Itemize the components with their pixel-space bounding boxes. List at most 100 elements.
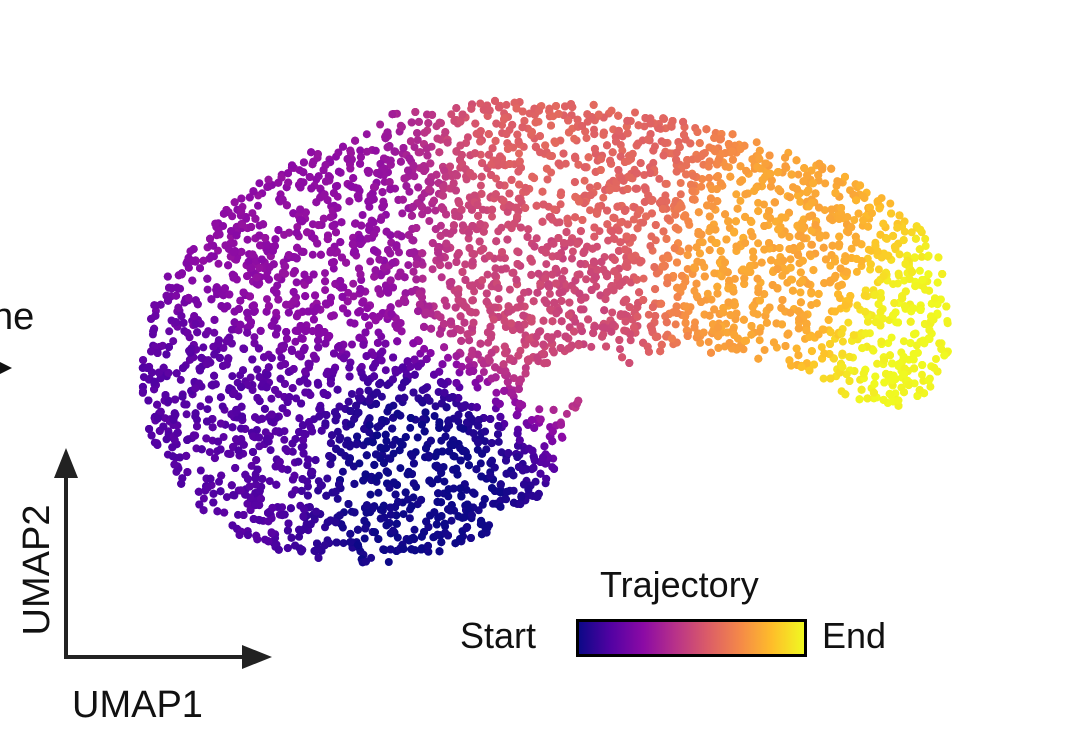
cell-point (371, 146, 380, 155)
cell-point (281, 262, 290, 271)
cell-point (203, 285, 212, 294)
cell-point (899, 337, 908, 346)
cell-point (196, 466, 205, 475)
cell-point (532, 234, 541, 243)
cell-point (568, 254, 576, 263)
cell-point (582, 275, 591, 284)
cell-point (355, 459, 364, 468)
cell-point (736, 196, 745, 205)
cell-point (444, 353, 452, 362)
cell-point (542, 260, 551, 269)
cell-point (548, 346, 557, 355)
cell-point (404, 261, 413, 270)
cell-point (698, 238, 707, 247)
cell-point (844, 318, 853, 327)
cell-point (873, 359, 882, 368)
cell-point (205, 448, 214, 457)
cell-point (265, 477, 274, 486)
cell-point (447, 110, 456, 119)
cell-point (850, 216, 859, 224)
cell-point (267, 394, 276, 403)
cell-point (515, 149, 523, 158)
cell-point (808, 240, 816, 249)
cell-point (921, 234, 930, 243)
cell-point (626, 336, 635, 345)
cell-point (420, 344, 429, 353)
cell-point (907, 228, 916, 237)
cell-point (406, 423, 415, 432)
cell-point (683, 265, 692, 273)
cell-point (760, 346, 769, 354)
cell-point (586, 206, 594, 215)
cell-point (926, 382, 935, 391)
cell-point (582, 134, 591, 143)
cell-point (418, 210, 427, 219)
cell-point (454, 417, 463, 426)
cell-point (433, 475, 442, 484)
cell-point (481, 427, 490, 436)
cell-point (886, 199, 895, 208)
cell-point (560, 266, 569, 275)
cell-point (794, 170, 803, 179)
cell-point (398, 209, 407, 218)
cell-point (471, 378, 480, 387)
cell-point (847, 244, 856, 253)
cell-point (676, 190, 685, 199)
cell-point (707, 295, 716, 304)
cell-point (853, 301, 862, 310)
cell-point (248, 386, 257, 394)
cell-point (277, 353, 286, 362)
cell-point (219, 433, 228, 441)
cell-point (334, 148, 343, 157)
cell-point (697, 182, 706, 191)
cell-point (214, 246, 222, 255)
cell-point (457, 362, 466, 371)
cell-point (704, 338, 713, 346)
cell-point (356, 146, 365, 155)
cell-point (323, 474, 332, 483)
cell-point (228, 372, 237, 381)
cell-point (339, 539, 348, 548)
cell-point (366, 490, 375, 499)
cell-point (358, 211, 367, 219)
cell-point (570, 134, 579, 143)
cell-point (247, 461, 256, 470)
cell-point (410, 172, 419, 181)
cell-point (214, 259, 223, 268)
cell-point (838, 337, 847, 346)
cell-point (778, 271, 787, 280)
cell-point (646, 242, 655, 250)
cell-point (754, 239, 763, 248)
cell-point (431, 402, 440, 411)
cell-point (910, 253, 919, 262)
cell-point (760, 200, 768, 209)
cell-point (520, 288, 528, 297)
cell-point (399, 510, 408, 519)
cell-point (483, 270, 492, 279)
cell-point (614, 226, 623, 235)
cell-point (413, 136, 422, 144)
cell-point (710, 269, 719, 278)
cell-point (234, 510, 242, 519)
cell-point (755, 336, 764, 345)
cell-point (382, 437, 391, 445)
cell-point (587, 342, 596, 351)
cell-point (609, 234, 618, 243)
cell-point (788, 275, 797, 284)
cell-point (362, 130, 371, 139)
cell-point (580, 176, 589, 185)
cell-point (513, 247, 522, 256)
cell-point (509, 486, 518, 495)
cell-point (396, 464, 405, 473)
cell-point (255, 179, 264, 188)
cell-point (608, 308, 617, 317)
cell-point (476, 459, 485, 468)
cell-point (616, 345, 624, 354)
cell-point (218, 402, 227, 411)
cell-point (338, 467, 347, 476)
cell-point (476, 181, 485, 190)
cell-point (732, 190, 741, 199)
cell-point (377, 356, 386, 365)
cell-point (631, 108, 639, 117)
cell-point (293, 223, 302, 231)
